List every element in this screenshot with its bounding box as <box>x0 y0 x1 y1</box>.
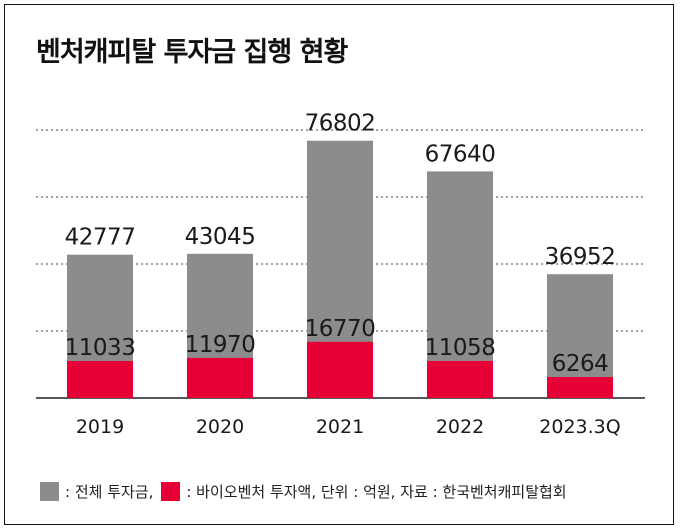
bar-bio-2022 <box>427 360 493 398</box>
legend: : 전체 투자금, : 바이오벤처 투자액, 단위 : 억원, 자료 : 한국벤… <box>40 478 575 504</box>
label-total-2023.3Q: 36952 <box>545 244 616 270</box>
legend-label-bio: : 바이오벤처 투자액, 단위 : 억원, 자료 : 한국벤처캐피탈협회 <box>186 482 567 501</box>
label-total-2020: 43045 <box>185 224 256 250</box>
label-bio-2022: 11058 <box>425 335 496 361</box>
legend-swatch-total <box>40 481 59 501</box>
x-tick-2021: 2021 <box>316 416 364 438</box>
bar-bio-2020 <box>187 357 253 398</box>
bars <box>67 140 613 398</box>
x-tick-labels: 2019 2020 2021 2022 2023.3Q <box>76 416 621 438</box>
label-total-2022: 67640 <box>425 141 496 167</box>
label-total-2021: 76802 <box>305 111 376 137</box>
bar-total-2022 <box>427 171 493 398</box>
label-total-2019: 42777 <box>65 225 136 251</box>
x-tick-2023.3Q: 2023.3Q <box>539 416 620 438</box>
label-bio-2019: 11033 <box>65 335 136 361</box>
label-bio-2023.3Q: 6264 <box>552 351 609 377</box>
chart-title: 벤처캐피탈 투자금 집행 현황 <box>36 37 348 68</box>
label-bio-2021: 16770 <box>305 316 376 342</box>
label-bio-2020: 11970 <box>185 332 256 358</box>
x-tick-2020: 2020 <box>196 416 244 438</box>
bar-bio-2021 <box>307 341 373 398</box>
bar-bio-2019 <box>67 361 133 398</box>
legend-label-total: : 전체 투자금, <box>65 482 154 501</box>
legend-swatch-bio <box>161 481 181 501</box>
bar-bio-2023.3Q <box>547 377 613 398</box>
data-labels: 42777 11033 43045 11970 76802 16770 67640 11058… <box>65 111 616 377</box>
chart-frame <box>4 4 674 525</box>
x-tick-2022: 2022 <box>436 416 484 438</box>
x-tick-2019: 2019 <box>76 416 124 438</box>
